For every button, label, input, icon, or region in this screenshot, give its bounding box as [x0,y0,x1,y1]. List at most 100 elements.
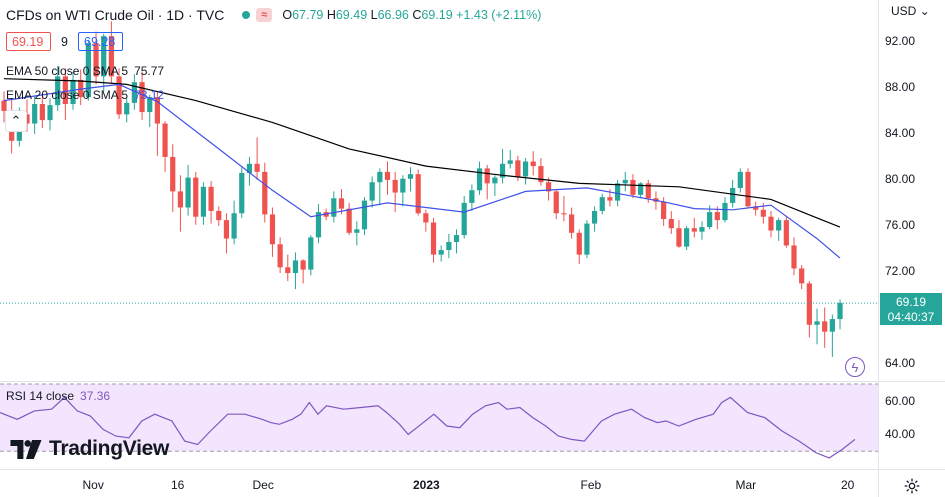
candle-body [315,212,322,238]
ema50-line [3,78,841,228]
lightning-icon[interactable]: ϟ [845,357,865,377]
candle-body [407,174,414,179]
candle-body [515,160,521,177]
chevron-down-icon: ⌄ [919,4,930,18]
rsi-tick-label: 40.00 [885,427,916,442]
candle-body [246,163,253,173]
candle-body [254,163,260,172]
candle-body [308,237,314,270]
candle-body [799,268,805,284]
price-tick-label: 92.00 [885,33,916,48]
candle-body [292,260,299,274]
chevron-up-icon: ⌃ [10,113,22,128]
candle-body [791,245,797,269]
market-status-dot[interactable] [242,11,251,19]
high-value: 69.49 [335,8,368,22]
low-value: 66.96 [377,8,409,22]
candle-body [108,36,114,77]
candle-body [707,212,713,228]
candle-body [722,202,728,221]
candle-body [584,223,590,255]
rsi-value: 37.36 [80,389,111,403]
candle-body [492,177,498,184]
candle-body [139,82,145,113]
currency-selector[interactable]: USD ⌄ [891,4,930,18]
candle-body [691,228,697,232]
candle-body [538,166,544,183]
candle-body [47,105,53,121]
candle-body [85,43,91,98]
candle-body [714,212,720,221]
candle-body [131,82,137,103]
brand-name: TradingView [49,437,170,460]
sell-price: 69.19 [12,34,44,49]
candle-body [392,179,398,193]
candle-body [776,220,782,231]
sell-price-box[interactable]: 69.19 [6,32,51,51]
candle-body [124,102,130,115]
time-tick-label: Mar [735,478,757,492]
legend-ema50[interactable]: EMA 50 close 0 SMA 5 75.77 [6,64,164,78]
candle-body [285,267,291,274]
candle-body [553,191,559,214]
candle-body [208,186,214,211]
ema20-line [3,83,841,259]
candle-body [591,210,598,224]
candle-body [400,178,406,193]
ema50-value: 75.77 [134,64,165,78]
candle-body [730,187,736,203]
candle-body [200,186,207,217]
candle-body [568,214,575,233]
candle-body [147,97,153,113]
candle-body [699,227,705,232]
candle-body [193,177,199,217]
candle-body [354,229,360,233]
time-tick-label: 20 [841,478,855,492]
collapse-legend-button[interactable]: ⌃ [5,110,27,132]
gear-icon[interactable] [904,478,920,494]
candle-body [415,174,421,214]
candle-body [384,171,391,180]
candle-body [522,161,529,177]
close-value: 69.19 [421,8,453,22]
candle-body [638,183,644,195]
candle-body [39,104,45,121]
legend-rsi[interactable]: RSI 14 close 37.36 [6,389,110,403]
candle-body [162,123,168,157]
candle-body [300,260,306,270]
candle-body [453,235,460,242]
current-price-label: 69.19 04:40:37 [880,293,942,326]
buy-price-box[interactable]: 69.28 [78,32,123,51]
candle-body [599,197,605,211]
candle-body [561,213,567,215]
candle-body [331,198,337,217]
symbol-title[interactable]: CFDs on WTI Crude Oil · 1D · TVC [6,7,225,23]
price-tick-label: 64.00 [885,355,916,370]
rsi-label: RSI 14 close [6,389,75,403]
current-price-value: 69.19 [895,295,927,310]
candle-body [530,161,536,167]
high-label: H [326,8,336,22]
candle-body [476,168,483,191]
ema20-value: 73.12 [134,88,165,102]
candle-body [223,220,230,239]
candle-body [507,160,513,164]
candle-body [661,201,667,219]
candle-body [154,97,160,124]
price-tick-label: 80.00 [885,171,916,186]
candle-body [423,213,429,223]
wave-icon[interactable]: ≈ [256,8,273,22]
legend-ema20[interactable]: EMA 20 close 0 SMA 5 73.12 [6,88,164,102]
tradingview-logo[interactable]: TradingView [10,437,169,461]
candle-body [461,202,467,236]
candle-body [630,179,636,195]
candle-body [745,171,751,207]
candle-body [607,197,613,201]
candle-body [438,250,444,255]
price-tick-label: 88.00 [885,79,916,94]
candle-body [814,321,820,325]
rsi-line [0,396,856,459]
candle-body [93,43,99,77]
candle-body [346,208,352,233]
